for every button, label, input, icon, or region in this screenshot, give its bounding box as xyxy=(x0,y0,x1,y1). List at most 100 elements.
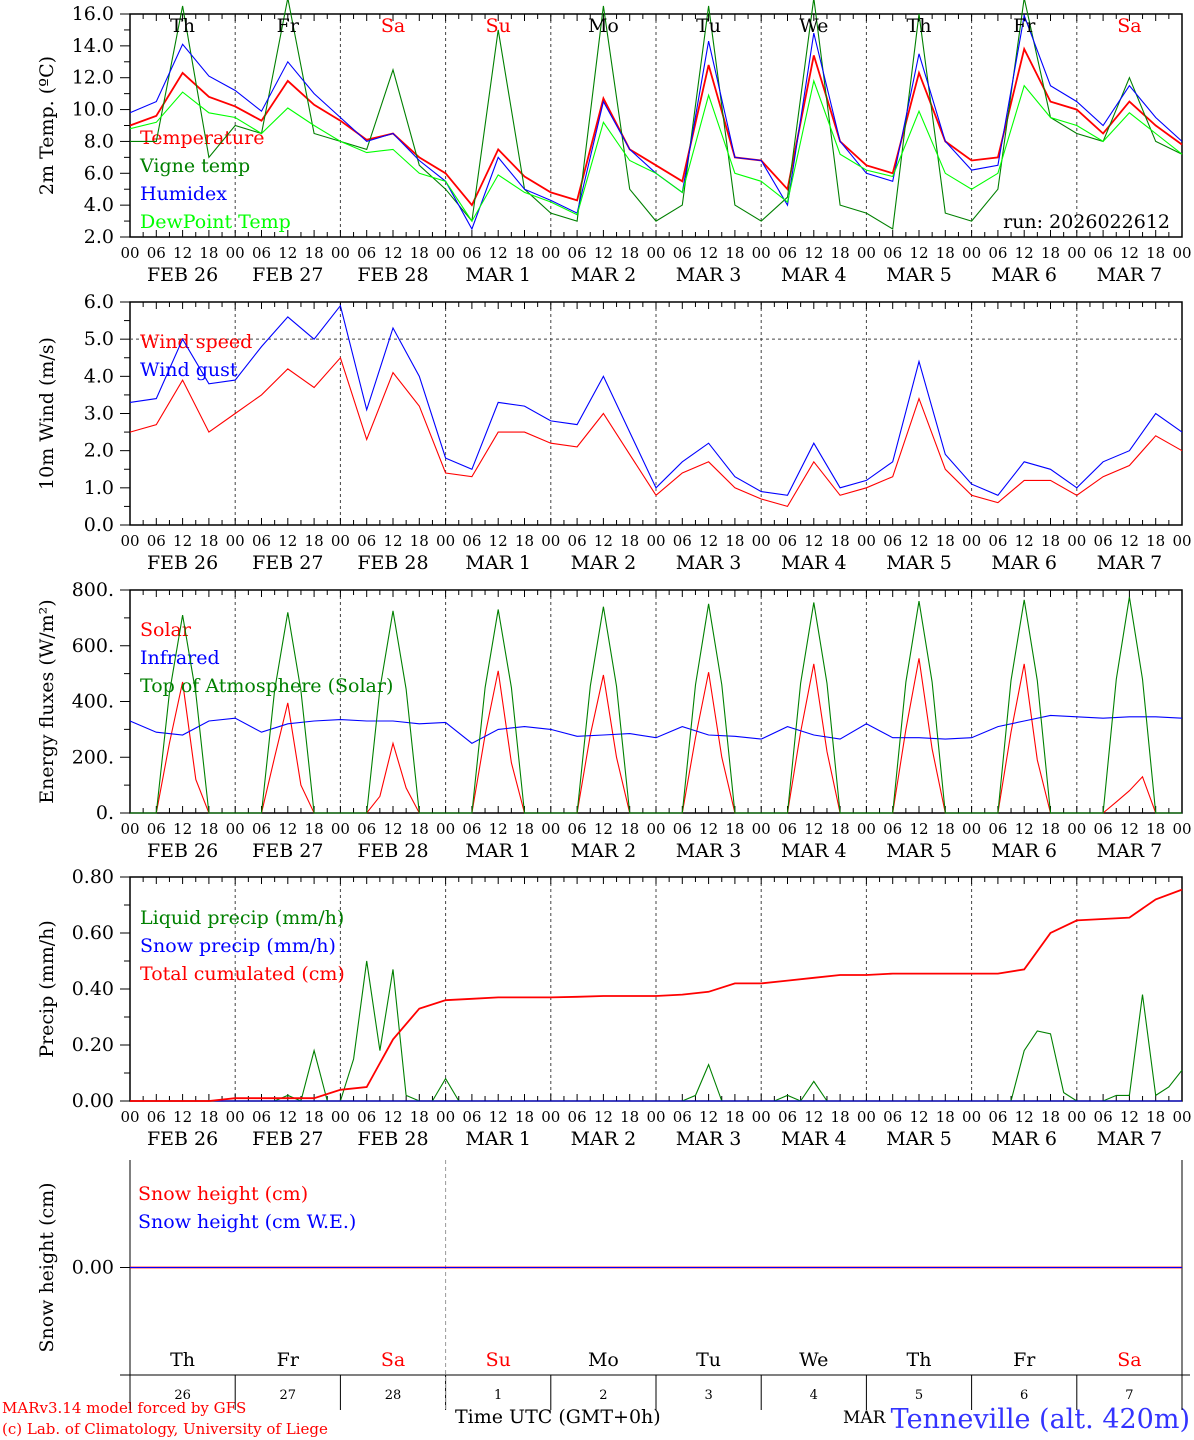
legend-infrared: Infrared xyxy=(140,647,220,669)
day-number: 3 xyxy=(704,1388,712,1403)
hour-label: 18 xyxy=(936,820,955,838)
hour-label: 12 xyxy=(804,1108,823,1126)
hour-label: 00 xyxy=(646,532,665,550)
series-line-temperature xyxy=(129,46,1183,207)
y-axis-label-snow: Snow height (cm) xyxy=(36,1182,58,1352)
day-name: Su xyxy=(486,15,511,37)
hour-label: 18 xyxy=(410,532,429,550)
hour-label: 18 xyxy=(936,532,955,550)
date-label: FEB 27 xyxy=(252,264,323,286)
hour-label: 12 xyxy=(594,244,613,262)
hour-label: 18 xyxy=(199,244,218,262)
hour-label: 18 xyxy=(1041,1108,1060,1126)
hour-label: 18 xyxy=(725,1108,744,1126)
hour-label: 06 xyxy=(357,1108,376,1126)
day-number: 5 xyxy=(915,1388,923,1403)
month-label: MAR xyxy=(843,1408,887,1428)
hour-label: 00 xyxy=(1067,532,1086,550)
date-label: MAR 7 xyxy=(1097,264,1163,286)
hour-label: 00 xyxy=(646,1108,665,1126)
hour-label: 06 xyxy=(357,244,376,262)
day-name: Tu xyxy=(696,15,721,37)
hour-label: 12 xyxy=(489,1108,508,1126)
hour-label: 06 xyxy=(252,532,271,550)
day-name: We xyxy=(799,15,828,37)
series-line-total-cumulated-cm- xyxy=(130,888,1183,1102)
hour-label: 00 xyxy=(857,1108,876,1126)
hour-label: 18 xyxy=(199,1108,218,1126)
date-label: MAR 1 xyxy=(465,264,531,286)
legend-liquid-precip-mm-h-: Liquid precip (mm/h) xyxy=(140,907,344,929)
y-axis-label-flux: Energy fluxes (W/m²) xyxy=(36,599,58,803)
hour-label: 00 xyxy=(331,532,350,550)
hour-label: 12 xyxy=(699,532,718,550)
hour-label: 06 xyxy=(462,244,481,262)
day-name: Mo xyxy=(588,1349,619,1371)
y-tick-label: 5.0 xyxy=(84,328,114,350)
day-name: Tu xyxy=(696,1349,721,1371)
legend-humidex: Humidex xyxy=(140,183,227,205)
date-label: FEB 26 xyxy=(147,840,218,862)
day-number: 1 xyxy=(494,1388,502,1403)
hour-label: 06 xyxy=(147,532,166,550)
hour-label: 18 xyxy=(515,820,534,838)
hour-label: 00 xyxy=(1172,1108,1191,1126)
date-label: MAR 2 xyxy=(571,552,637,574)
date-label: FEB 28 xyxy=(357,264,428,286)
hour-label: 06 xyxy=(988,532,1007,550)
hour-label: 00 xyxy=(331,244,350,262)
hour-label: 06 xyxy=(462,820,481,838)
y-axis-label-wind: 10m Wind (m/s) xyxy=(36,337,58,490)
date-label: FEB 27 xyxy=(252,552,323,574)
hour-label: 18 xyxy=(725,532,744,550)
hour-label: 12 xyxy=(1120,820,1139,838)
hour-label: 06 xyxy=(568,244,587,262)
hour-label: 06 xyxy=(673,532,692,550)
day-name: Fr xyxy=(277,1349,300,1371)
date-label: FEB 28 xyxy=(357,552,428,574)
hour-label: 00 xyxy=(436,244,455,262)
y-tick-label: 4.0 xyxy=(84,194,114,216)
hour-label: 12 xyxy=(699,1108,718,1126)
hour-label: 18 xyxy=(831,820,850,838)
hour-label: 12 xyxy=(278,532,297,550)
hour-label: 00 xyxy=(962,1108,981,1126)
hour-label: 00 xyxy=(436,1108,455,1126)
hour-label: 00 xyxy=(857,820,876,838)
hour-label: 00 xyxy=(1172,532,1191,550)
day-number: 28 xyxy=(385,1388,402,1403)
plot-frame-flux xyxy=(129,589,1183,814)
hour-label: 00 xyxy=(1172,820,1191,838)
hour-label: 18 xyxy=(1146,244,1165,262)
hour-label: 18 xyxy=(305,820,324,838)
hour-label: 06 xyxy=(462,532,481,550)
y-tick-label: 0.00 xyxy=(72,1090,114,1112)
date-label: FEB 26 xyxy=(147,264,218,286)
date-label: FEB 27 xyxy=(252,1128,323,1150)
hour-label: 00 xyxy=(1067,820,1086,838)
legend-total-cumulated-cm-: Total cumulated (cm) xyxy=(140,963,345,985)
hour-label: 12 xyxy=(1015,532,1034,550)
hour-label: 18 xyxy=(1041,244,1060,262)
hour-label: 06 xyxy=(778,820,797,838)
hour-label: 18 xyxy=(410,1108,429,1126)
hour-label: 12 xyxy=(909,820,928,838)
date-label: MAR 2 xyxy=(571,840,637,862)
date-label: MAR 3 xyxy=(676,1128,742,1150)
day-number: 7 xyxy=(1125,1388,1133,1403)
y-tick-label: 0.20 xyxy=(72,1034,114,1056)
date-label: MAR 6 xyxy=(991,264,1057,286)
legend-top-of-atmosphere-solar-: Top of Atmosphere (Solar) xyxy=(140,675,393,697)
day-name: Fr xyxy=(1013,15,1036,37)
day-name: Sa xyxy=(381,1349,405,1371)
legend-snow-height-cm-: Snow height (cm) xyxy=(138,1183,308,1205)
hour-label: 12 xyxy=(699,820,718,838)
hour-label: 00 xyxy=(1067,244,1086,262)
legend-vigne-temp: Vigne temp xyxy=(139,155,250,177)
y-tick-label: 0.0 xyxy=(84,514,114,536)
hour-label: 00 xyxy=(752,820,771,838)
day-name: Fr xyxy=(1013,1349,1036,1371)
hour-label: 06 xyxy=(568,820,587,838)
day-number: 6 xyxy=(1020,1388,1028,1403)
hour-label: 00 xyxy=(226,532,245,550)
